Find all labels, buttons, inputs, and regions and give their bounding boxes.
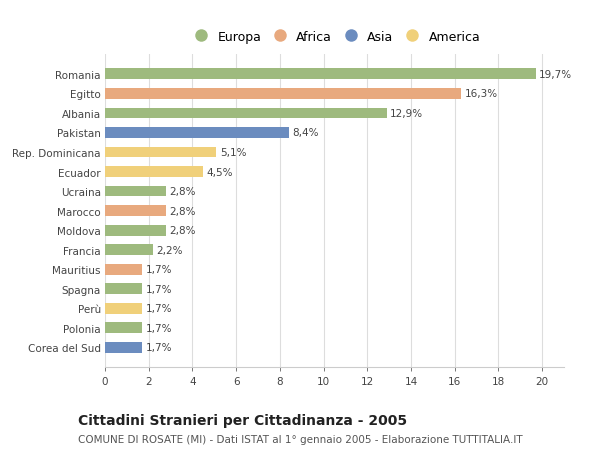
- Text: 1,7%: 1,7%: [145, 265, 172, 274]
- Text: Cittadini Stranieri per Cittadinanza - 2005: Cittadini Stranieri per Cittadinanza - 2…: [78, 413, 407, 427]
- Bar: [105, 323, 142, 334]
- Text: 5,1%: 5,1%: [220, 148, 246, 157]
- Bar: [105, 284, 142, 295]
- Text: 1,7%: 1,7%: [145, 304, 172, 313]
- Bar: [105, 167, 203, 178]
- Bar: [105, 245, 153, 256]
- Text: 16,3%: 16,3%: [464, 89, 497, 99]
- Bar: [105, 264, 142, 275]
- Text: 12,9%: 12,9%: [390, 109, 424, 118]
- Text: 2,2%: 2,2%: [157, 245, 183, 255]
- Bar: [105, 69, 536, 80]
- Bar: [105, 147, 217, 158]
- Bar: [105, 342, 142, 353]
- Text: 19,7%: 19,7%: [539, 70, 572, 79]
- Bar: [105, 225, 166, 236]
- Text: COMUNE DI ROSATE (MI) - Dati ISTAT al 1° gennaio 2005 - Elaborazione TUTTITALIA.: COMUNE DI ROSATE (MI) - Dati ISTAT al 1°…: [78, 434, 523, 444]
- Text: 8,4%: 8,4%: [292, 128, 319, 138]
- Bar: [105, 128, 289, 139]
- Text: 2,8%: 2,8%: [169, 226, 196, 235]
- Legend: Europa, Africa, Asia, America: Europa, Africa, Asia, America: [185, 27, 484, 47]
- Text: 1,7%: 1,7%: [145, 343, 172, 353]
- Bar: [105, 186, 166, 197]
- Text: 4,5%: 4,5%: [206, 167, 233, 177]
- Text: 1,7%: 1,7%: [145, 323, 172, 333]
- Text: 2,8%: 2,8%: [169, 206, 196, 216]
- Bar: [105, 108, 387, 119]
- Bar: [105, 303, 142, 314]
- Text: 2,8%: 2,8%: [169, 187, 196, 196]
- Bar: [105, 206, 166, 217]
- Bar: [105, 89, 461, 100]
- Text: 1,7%: 1,7%: [145, 284, 172, 294]
